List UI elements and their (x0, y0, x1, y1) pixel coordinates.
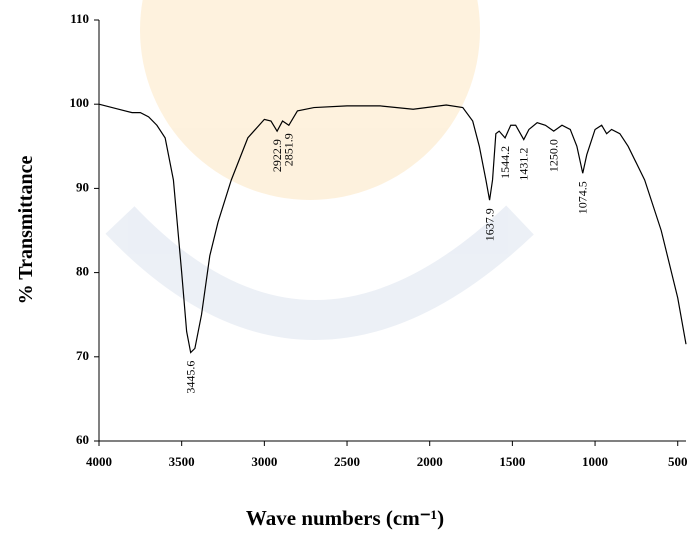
spectrum-line (98, 103, 687, 354)
x-tick-label: 1000 (582, 454, 608, 469)
peak-label: 2851.9 (282, 133, 296, 166)
peak-label: 1431.2 (517, 148, 531, 181)
y-tick-label: 60 (76, 432, 89, 447)
x-tick-label: 1500 (499, 454, 525, 469)
y-tick-label: 90 (76, 179, 89, 194)
x-tick-label: 3500 (169, 454, 195, 469)
watermark-arc (105, 205, 534, 340)
x-axis-label: Wave numbers (cm⁻¹) (246, 506, 444, 530)
peak-label: 1637.9 (482, 208, 496, 241)
x-tick-label: 2000 (417, 454, 443, 469)
x-tick-label: 4000 (86, 454, 112, 469)
peak-label: 1544.2 (498, 146, 512, 179)
watermark (105, 0, 534, 340)
x-tick-label: 3000 (251, 454, 277, 469)
peak-label: 2922.9 (270, 139, 284, 172)
peak-label: 3445.6 (183, 361, 197, 394)
y-axis-label: % Transmittance (15, 156, 37, 305)
peak-label: 1250.0 (546, 139, 560, 172)
y-tick-label: 100 (70, 95, 90, 110)
y-tick-label: 70 (76, 348, 89, 363)
y-tick-label: 110 (70, 11, 89, 26)
x-tick-label: 500 (668, 454, 688, 469)
x-tick-label: 2500 (334, 454, 360, 469)
watermark-circle (140, 0, 480, 200)
peak-label: 1074.5 (575, 181, 589, 214)
y-tick-label: 80 (76, 264, 89, 279)
